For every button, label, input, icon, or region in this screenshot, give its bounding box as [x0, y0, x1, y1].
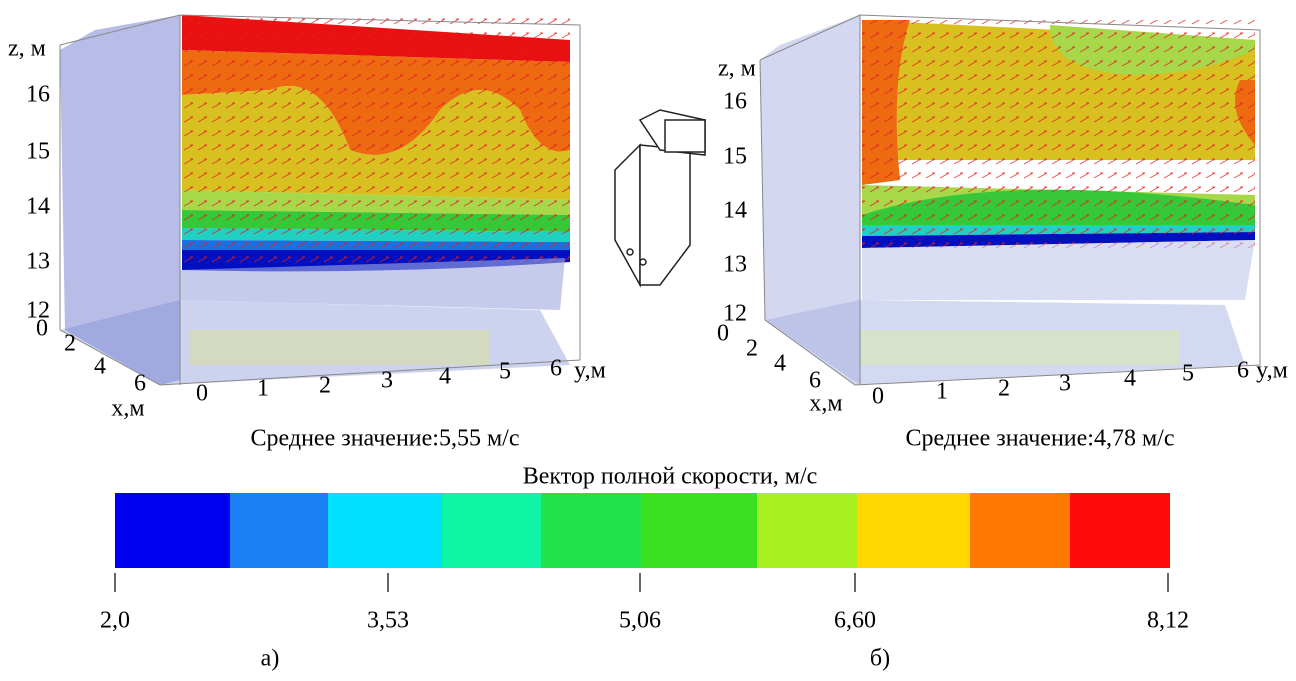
colorbar-segment — [1070, 493, 1170, 568]
x-axis-label: x,м — [111, 396, 144, 422]
x-tick-label: 0 — [36, 316, 48, 342]
x-tick-label: 6 — [134, 371, 146, 397]
y-tick-label: 4 — [439, 364, 451, 390]
z-tick-label: 13 — [26, 249, 50, 275]
y-tick-label: 6 — [550, 356, 562, 382]
y-tick-label: 6 — [1237, 358, 1249, 384]
colorbar-segment — [641, 493, 757, 568]
y-tick-label: 3 — [1059, 371, 1071, 397]
mean-value: Среднее значение:4,78 м/с — [906, 426, 1175, 452]
boiler-icon — [614, 109, 706, 288]
x-tick-label: 4 — [774, 351, 786, 377]
z-tick-label: 13 — [723, 252, 747, 278]
colorbar-tick-label: 8,12 — [1147, 608, 1189, 634]
colorbar-tick-label: 6,60 — [834, 608, 876, 634]
colorbar-segment — [115, 493, 230, 568]
x-tick-label: 6 — [809, 368, 821, 394]
y-axis-label: y,м — [574, 358, 606, 384]
y-tick-label: 5 — [1182, 361, 1194, 387]
y-axis-label: y,м — [1256, 358, 1288, 384]
y-tick-label: 3 — [381, 368, 393, 394]
y-tick-label: 2 — [998, 376, 1010, 402]
x-tick-label: 0 — [717, 321, 729, 347]
colorbar-title: Вектор полной скорости, м/с — [523, 464, 818, 490]
y-tick-label: 0 — [872, 384, 884, 410]
colorbar-segment — [442, 493, 541, 568]
colorbar-tick-label: 2,0 — [100, 608, 130, 634]
z-tick-label: 15 — [723, 144, 747, 170]
colorbar-tick-label: 3,53 — [367, 608, 409, 634]
mean-value: Среднее значение:5,55 м/с — [251, 426, 520, 452]
z-tick-label: 16 — [26, 82, 50, 108]
x-axis-label: x,м — [809, 391, 842, 417]
x-tick-label: 4 — [94, 354, 106, 380]
colorbar-tick-label: 5,06 — [619, 608, 661, 634]
y-tick-label: 5 — [499, 359, 511, 385]
z-tick-label: 16 — [723, 89, 747, 115]
y-tick-label: 4 — [1124, 366, 1136, 392]
z-tick-label: 14 — [723, 198, 747, 224]
z-tick-label: 12 — [26, 298, 50, 324]
panel-b — [759, 14, 1261, 386]
colorbar-segment — [230, 493, 328, 568]
colorbar-segment — [970, 493, 1070, 568]
z-axis-label: z, м — [8, 36, 46, 62]
y-tick-label: 1 — [936, 379, 948, 405]
x-tick-label: 2 — [64, 331, 76, 357]
colorbar-segment — [757, 493, 857, 568]
colorbar-segment — [541, 493, 641, 568]
z-axis-label: z, м — [718, 56, 756, 82]
z-tick-label: 12 — [723, 301, 747, 327]
y-tick-label: 1 — [257, 376, 269, 402]
y-tick-label: 0 — [196, 381, 208, 407]
x-tick-label: 2 — [746, 336, 758, 362]
panel-a — [59, 14, 581, 386]
caption: а) — [261, 646, 280, 672]
colorbar-segment — [328, 493, 442, 568]
colorbar-segment — [857, 493, 970, 568]
z-tick-label: 14 — [26, 194, 50, 220]
caption: б) — [870, 646, 890, 672]
z-tick-label: 15 — [26, 139, 50, 165]
y-tick-label: 2 — [319, 373, 331, 399]
